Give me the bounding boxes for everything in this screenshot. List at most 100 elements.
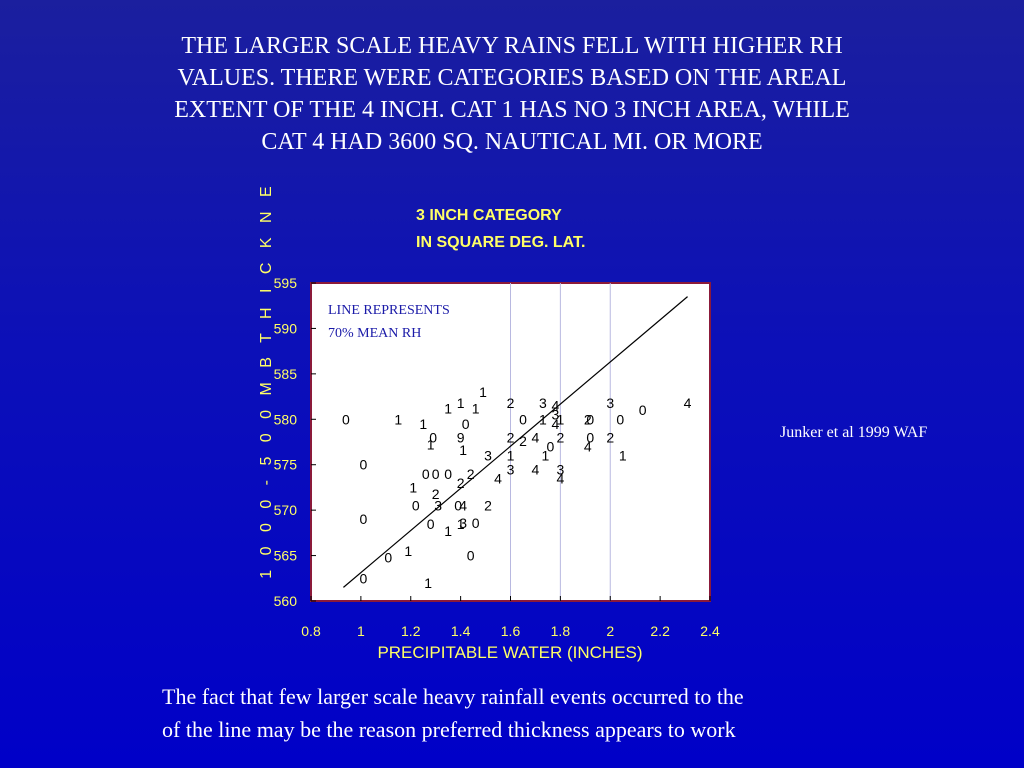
x-tick-label: 0.8 <box>301 623 321 639</box>
y-tick-label: 585 <box>274 366 298 382</box>
data-point: 4 <box>584 439 592 455</box>
data-point: 1 <box>457 516 465 532</box>
x-tick-label: 1.6 <box>501 623 521 639</box>
data-point: 3 <box>556 461 564 477</box>
x-tick-label: 1.8 <box>551 623 571 639</box>
data-point: 3 <box>606 395 614 411</box>
data-point: 1 <box>409 479 417 495</box>
data-point: 2 <box>484 498 492 514</box>
data-point: 0 <box>586 411 594 427</box>
slide-title-line: EXTENT OF THE 4 INCH. CAT 1 HAS NO 3 INC… <box>174 97 850 123</box>
data-point: 1 <box>444 400 452 416</box>
data-point: 4 <box>551 398 559 414</box>
data-point: 4 <box>684 395 692 411</box>
data-point: 1 <box>394 411 402 427</box>
data-point: 4 <box>494 470 502 486</box>
rh-line <box>343 296 688 588</box>
data-point: 0 <box>467 548 475 564</box>
footer-line: The fact that few larger scale heavy rai… <box>162 684 744 709</box>
data-point: 1 <box>619 448 627 464</box>
footer-text: The fact that few larger scale heavy rai… <box>162 680 922 746</box>
data-point: 0 <box>586 429 594 445</box>
data-point: 1 <box>419 416 427 432</box>
data-point: 1 <box>404 543 412 559</box>
y-tick-label: 590 <box>274 320 298 336</box>
y-tick-label: 570 <box>274 502 298 518</box>
slide-title-line: THE LARGER SCALE HEAVY RAINS FELL WITH H… <box>181 33 843 59</box>
data-point: 0 <box>639 402 647 418</box>
data-point: 0 <box>412 498 420 514</box>
data-point: 0 <box>384 549 392 565</box>
data-point: 3 <box>484 448 492 464</box>
data-point: 1 <box>507 448 515 464</box>
data-point: 1 <box>427 437 435 453</box>
data-point: 4 <box>532 429 540 445</box>
data-point: 1 <box>556 411 564 427</box>
line-annotation: LINE REPRESENTS <box>328 303 450 318</box>
data-point: 2 <box>606 429 614 445</box>
data-point: 0 <box>342 411 350 427</box>
data-point: 2 <box>457 475 465 491</box>
data-point: 2 <box>556 429 564 445</box>
x-tick-label: 1.2 <box>401 623 421 639</box>
data-point: 3 <box>539 395 547 411</box>
data-point: 0 <box>359 570 367 586</box>
y-tick-label: 595 <box>274 275 298 291</box>
data-point: 3 <box>551 407 559 423</box>
data-point: 1 <box>479 384 487 400</box>
y-tick-label: 580 <box>274 411 298 427</box>
x-tick-label: 1.4 <box>451 623 471 639</box>
citation: Junker et al 1999 WAF <box>780 424 928 441</box>
data-point: 2 <box>519 433 527 449</box>
data-point: 0 <box>547 439 555 455</box>
data-point: 2 <box>432 486 440 502</box>
data-point: 1 <box>424 575 432 591</box>
chart-title-line-2: IN SQUARE DEG. LAT. <box>416 234 586 251</box>
data-point: 4 <box>551 416 559 432</box>
chart-title-line-1: 3 INCH CATEGORY <box>416 207 562 224</box>
line-annotation: 70% MEAN RH <box>328 326 421 341</box>
data-point: 0 <box>454 498 462 514</box>
y-tick-label: 565 <box>274 548 298 564</box>
data-point: 0 <box>432 466 440 482</box>
data-point: 0 <box>359 457 367 473</box>
data-point: 9 <box>457 429 465 445</box>
x-tick-label: 2 <box>606 623 614 639</box>
data-point: 2 <box>507 429 515 445</box>
data-point: 4 <box>556 470 564 486</box>
x-tick-label: 2.4 <box>700 623 720 639</box>
y-tick-label: 560 <box>274 593 298 609</box>
data-point: 0 <box>519 411 527 427</box>
y-tick-label: 575 <box>274 457 298 473</box>
data-point: 2 <box>467 466 475 482</box>
slide-title: THE LARGER SCALE HEAVY RAINS FELL WITH H… <box>100 30 924 158</box>
data-point: 0 <box>359 511 367 527</box>
data-point: 1 <box>444 523 452 539</box>
data-point: 4 <box>532 461 540 477</box>
data-point: 3 <box>434 498 442 514</box>
slide-title-line: CAT 4 HAD 3600 SQ. NAUTICAL MI. OR MORE <box>261 129 763 155</box>
data-point: 1 <box>459 442 467 458</box>
data-point: 2 <box>507 395 515 411</box>
data-point: 1 <box>472 400 480 416</box>
data-point: 0 <box>427 516 435 532</box>
data-point: 2 <box>584 411 592 427</box>
x-tick-label: 2.2 <box>650 623 670 639</box>
data-point: 1 <box>542 448 550 464</box>
data-point: 1 <box>539 411 547 427</box>
data-point: 0 <box>429 429 437 445</box>
data-point: 0 <box>422 466 430 482</box>
data-point: 3 <box>507 461 515 477</box>
data-point: 3 <box>459 515 467 531</box>
data-point: 0 <box>472 515 480 531</box>
x-axis-label: PRECIPITABLE WATER (INCHES) <box>377 643 643 662</box>
data-point: 4 <box>459 498 467 514</box>
data-point: 1 <box>457 395 465 411</box>
x-tick-label: 1 <box>357 623 365 639</box>
slide-title-line: VALUES. THERE WERE CATEGORIES BASED ON T… <box>177 65 847 91</box>
footer-line: of the line may be the reason preferred … <box>162 717 736 742</box>
data-point: 0 <box>462 416 470 432</box>
data-point: 0 <box>444 466 452 482</box>
data-point: 0 <box>616 411 624 427</box>
